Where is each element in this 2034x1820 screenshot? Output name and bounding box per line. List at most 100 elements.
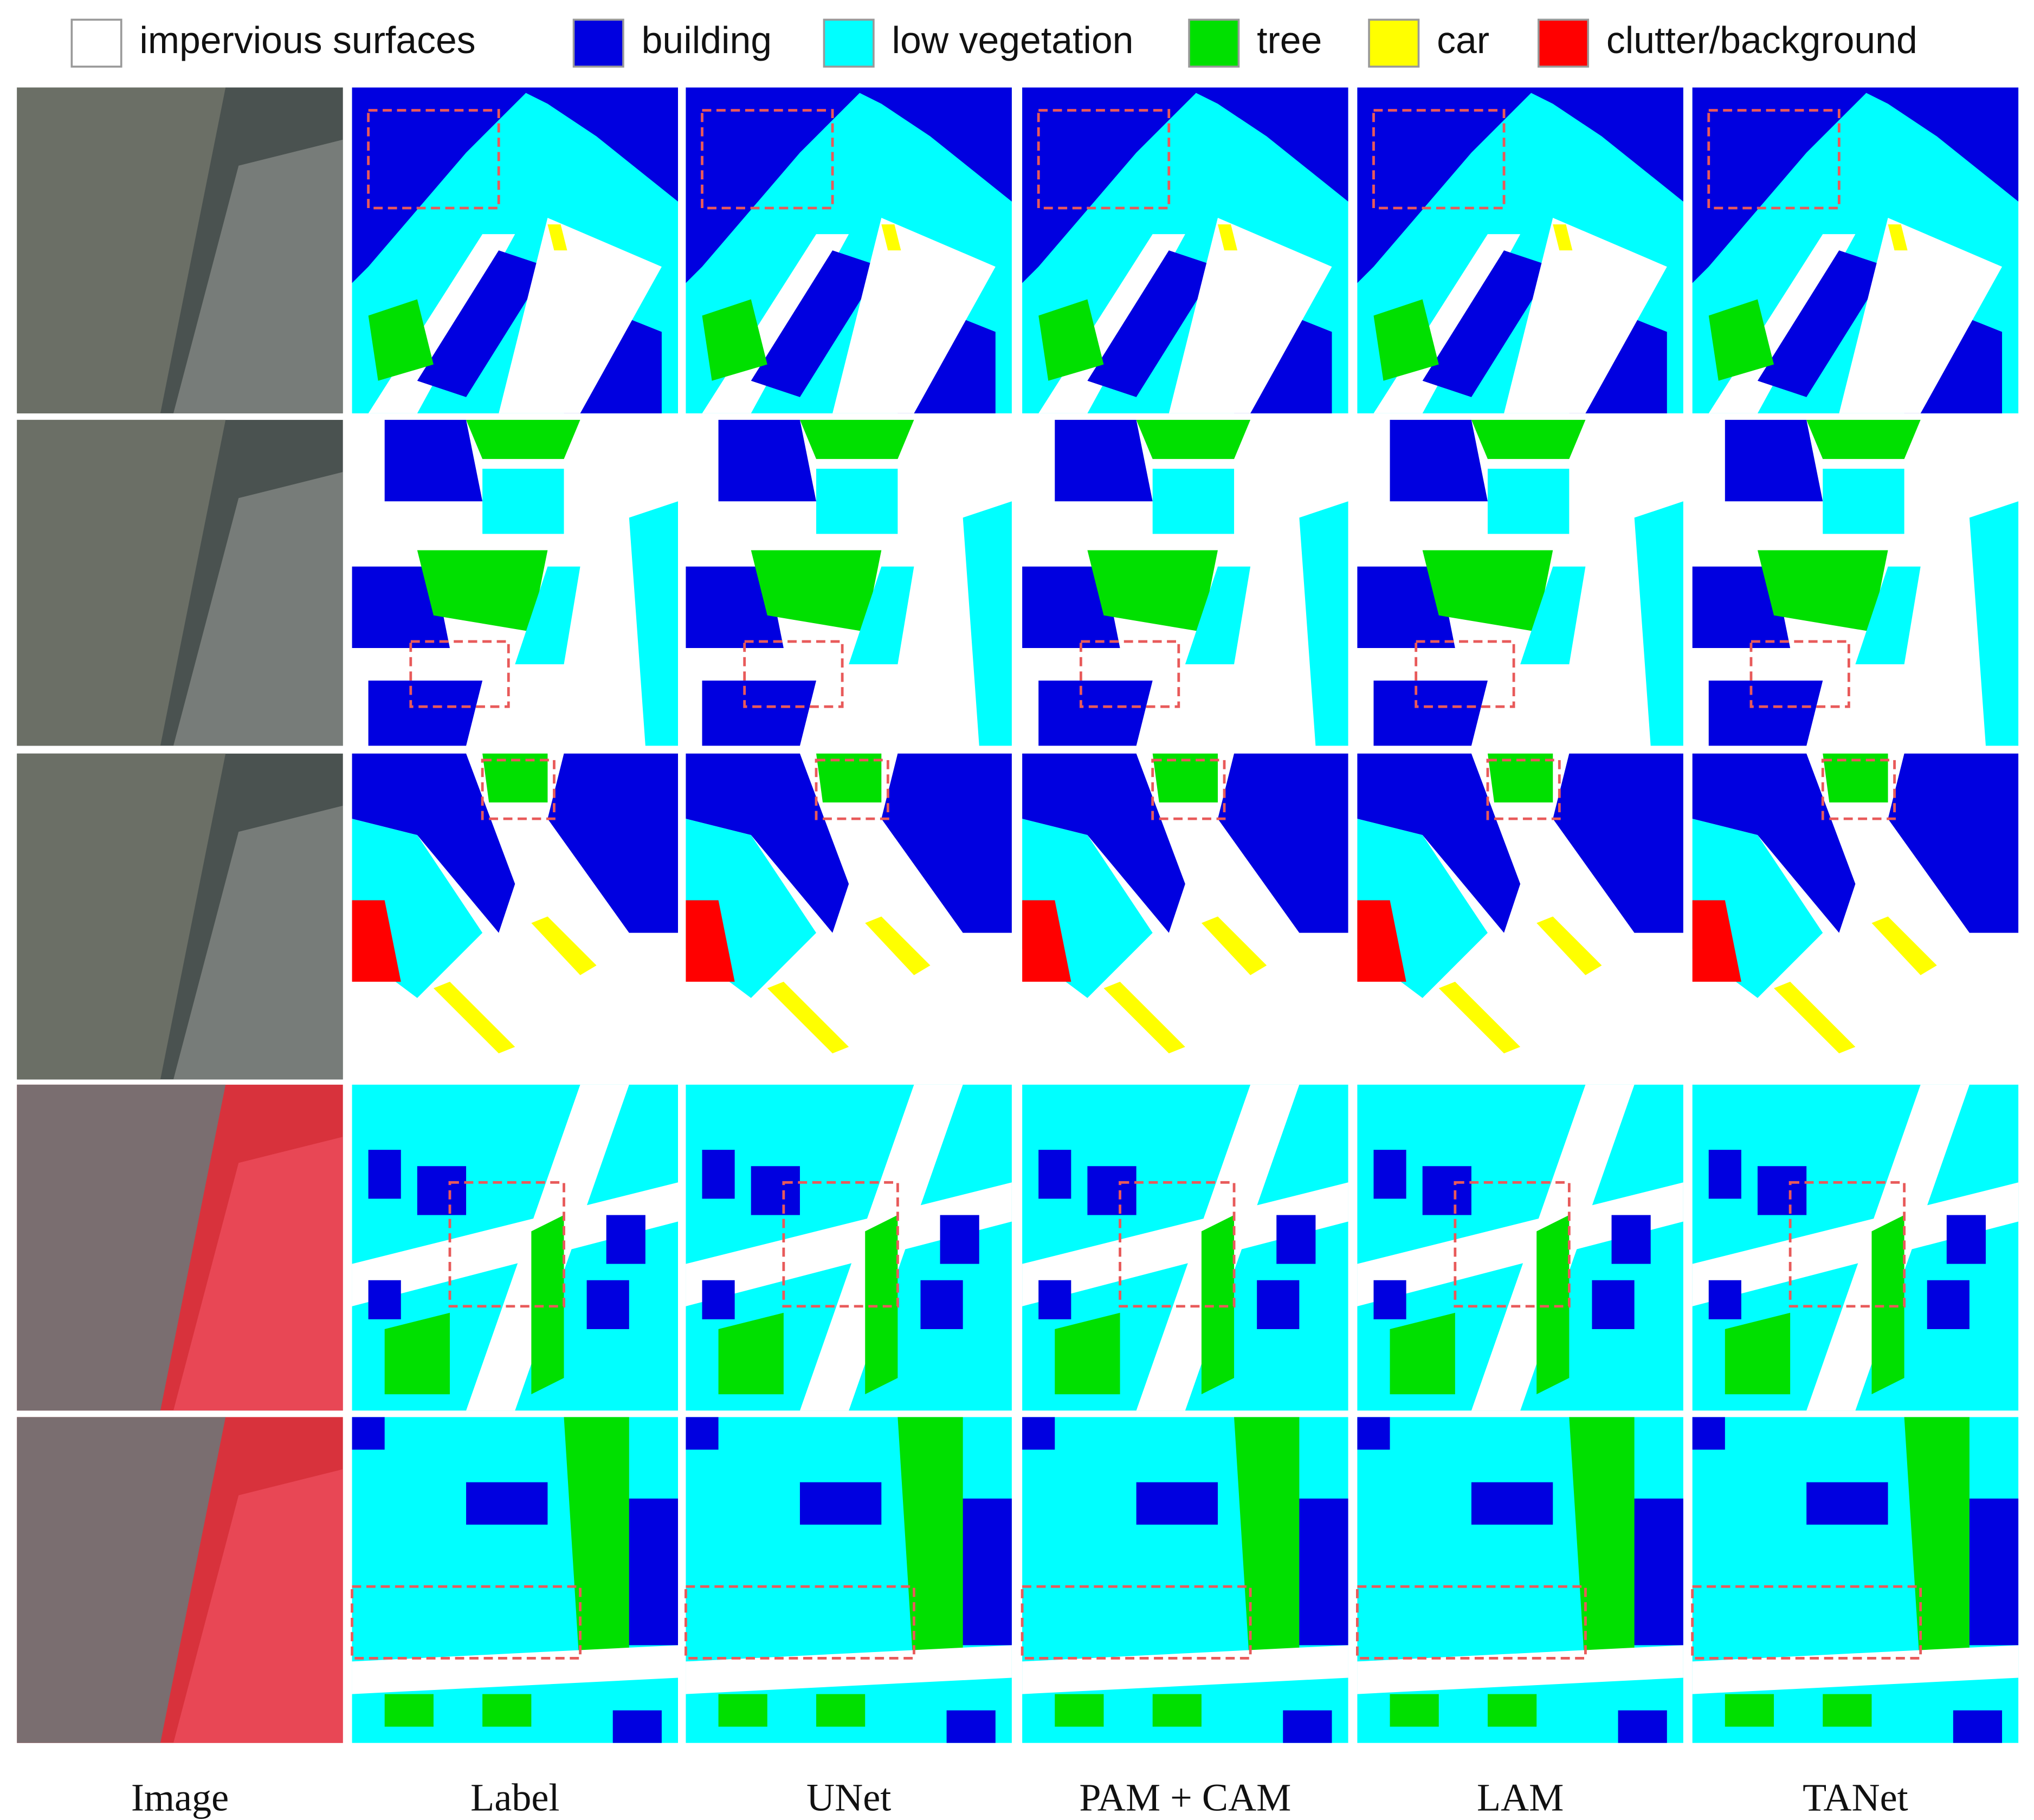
- seg-region: [1087, 1166, 1137, 1215]
- tile: [352, 87, 678, 413]
- seg-region: [953, 1498, 1012, 1646]
- seg-region: [1257, 1280, 1300, 1329]
- seg-region: [686, 1182, 1012, 1306]
- seg-region: [1234, 1417, 1300, 1678]
- legend-swatch: [70, 18, 122, 68]
- seg-region: [1806, 1482, 1888, 1525]
- seg-region: [1855, 87, 2019, 202]
- seg-region: [702, 1150, 735, 1199]
- highlight-box: [701, 109, 834, 210]
- tile: [17, 419, 343, 746]
- seg-region: [1823, 753, 1888, 803]
- seg-region: [1471, 1482, 1553, 1525]
- tile: [686, 419, 1012, 746]
- photo-region: [17, 87, 226, 413]
- seg-region: [417, 550, 548, 632]
- seg-region: [1959, 1498, 2019, 1646]
- seg-region: [384, 419, 483, 502]
- legend-swatch: [1538, 18, 1590, 68]
- seg-region: [1708, 1280, 1741, 1319]
- tile: [1691, 1417, 2019, 1743]
- seg-region: [686, 900, 735, 982]
- seg-region: [1357, 1417, 1390, 1450]
- seg-region: [702, 681, 817, 746]
- seg-region: [1757, 250, 1888, 397]
- seg-region: [515, 566, 580, 665]
- seg-region: [547, 753, 678, 933]
- seg-region: [1373, 299, 1439, 381]
- legend-swatch: [823, 18, 875, 68]
- seg-region: [1038, 299, 1104, 381]
- seg-region: [482, 753, 548, 803]
- seg-region: [1871, 1215, 1904, 1395]
- seg-region: [1185, 87, 1348, 202]
- seg-region: [963, 501, 1012, 746]
- seg-region: [1152, 1694, 1202, 1727]
- seg-region: [1438, 981, 1521, 1054]
- seg-region: [751, 250, 882, 397]
- seg-region: [1692, 900, 1741, 982]
- seg-region: [515, 87, 678, 202]
- seg-region: [1855, 566, 1921, 665]
- legend-label: tree: [1257, 19, 1322, 61]
- seg-region: [1422, 550, 1553, 632]
- seg-region: [531, 916, 597, 975]
- tile: [1357, 1084, 1683, 1411]
- seg-region: [1553, 224, 1573, 251]
- highlight-box: [1356, 1585, 1587, 1660]
- highlight-box: [1021, 1585, 1252, 1660]
- highlight-box: [1119, 1181, 1236, 1308]
- seg-region: [702, 1280, 735, 1319]
- seg-region: [751, 1166, 800, 1215]
- highlight-box: [1079, 640, 1180, 708]
- highlight-box: [1788, 1181, 1906, 1308]
- seg-region: [606, 1215, 645, 1264]
- seg-region: [920, 1280, 963, 1329]
- seg-region: [619, 1498, 678, 1646]
- seg-region: [1022, 753, 1185, 933]
- photo-region: [173, 1137, 343, 1411]
- legend-label: impervious surfaces: [139, 19, 475, 61]
- seg-region: [718, 1694, 767, 1727]
- seg-region: [718, 1312, 784, 1395]
- seg-region: [1022, 566, 1120, 648]
- seg-region: [1839, 218, 2003, 413]
- highlight-box: [1454, 1181, 1571, 1308]
- tile: [1692, 1084, 2019, 1411]
- seg-region: [767, 981, 849, 1054]
- seg-region: [1022, 1417, 1055, 1450]
- seg-region: [1136, 1482, 1218, 1525]
- seg-region: [1373, 681, 1488, 746]
- tile: [1357, 419, 1683, 746]
- seg-region: [1357, 1645, 1683, 1694]
- seg-region: [1487, 1694, 1537, 1727]
- highlight-box: [1707, 109, 1841, 210]
- seg-region: [368, 299, 434, 381]
- seg-region: [686, 1645, 1012, 1694]
- seg-region: [849, 566, 914, 665]
- highlight-box: [815, 759, 889, 820]
- seg-region: [1289, 1498, 1348, 1646]
- seg-region: [1471, 419, 1586, 459]
- seg-region: [849, 87, 1012, 202]
- highlight-box: [367, 109, 500, 210]
- seg-region: [1504, 218, 1667, 413]
- seg-region: [702, 299, 767, 381]
- legend-swatch: [572, 18, 624, 68]
- seg-region: [1692, 566, 1791, 648]
- seg-region: [1357, 1182, 1683, 1306]
- highlight-box: [1821, 759, 1896, 820]
- highlight-box: [1372, 109, 1506, 210]
- seg-region: [1946, 1215, 1986, 1264]
- seg-region: [1357, 87, 1537, 283]
- seg-region: [1757, 550, 1888, 632]
- seg-region: [1904, 1417, 1970, 1678]
- seg-region: [686, 566, 784, 648]
- photo-region: [173, 806, 343, 1080]
- seg-region: [564, 1417, 629, 1678]
- column-label: PAM + CAM: [1079, 1776, 1291, 1819]
- tile: [1022, 1084, 1348, 1411]
- seg-region: [1422, 250, 1553, 397]
- seg-region: [1969, 501, 2019, 746]
- seg-region: [612, 1710, 662, 1743]
